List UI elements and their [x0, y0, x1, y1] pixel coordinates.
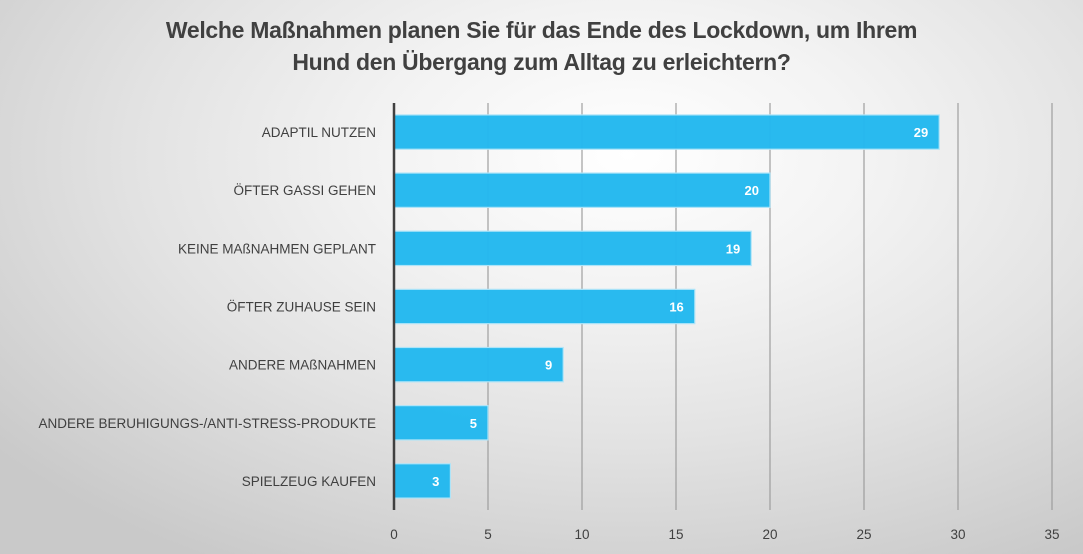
bar — [393, 346, 564, 383]
bar — [393, 288, 696, 325]
data-labels: 29 20 19 16 9 5 3 — [432, 125, 928, 489]
category-label: ANDERE BERUHIGUNGS-/ANTI-STRESS-PRODUKTE — [38, 416, 376, 431]
data-label: 29 — [914, 125, 928, 140]
x-tick-labels: 0 5 10 15 20 25 30 35 — [390, 527, 1059, 542]
chart-title-line-1: Welche Maßnahmen planen Sie für das Ende… — [165, 17, 918, 43]
category-label: ÖFTER GASSI GEHEN — [233, 183, 376, 198]
x-tick-label: 15 — [668, 527, 683, 542]
bar — [393, 463, 452, 499]
category-labels: ADAPTIL NUTZEN ÖFTER GASSI GEHEN KEINE MAß… — [38, 125, 376, 489]
bar — [393, 230, 752, 267]
x-tick-label: 30 — [950, 527, 965, 542]
category-label: KEINE MAßNAHMEN GEPLANT — [178, 241, 376, 256]
chart-title-line-2: Hund den Übergang zum Alltag zu erleicht… — [292, 49, 791, 75]
data-label: 19 — [726, 241, 740, 256]
data-label: 9 — [545, 358, 552, 373]
data-label: 20 — [745, 183, 759, 198]
x-tick-label: 10 — [574, 527, 589, 542]
category-label: SPIELZEUG KAUFEN — [242, 474, 376, 489]
x-tick-label: 20 — [762, 527, 777, 542]
bar — [393, 172, 771, 208]
category-label: ÖFTER ZUHAUSE SEIN — [227, 300, 376, 315]
bar — [393, 405, 489, 441]
x-tick-label: 0 — [390, 527, 398, 542]
bar — [393, 114, 940, 150]
x-tick-label: 25 — [856, 527, 871, 542]
chart-title: Welche Maßnahmen planen Sie für das Ende… — [0, 14, 1083, 78]
bars — [393, 114, 940, 499]
x-tick-label: 5 — [484, 527, 492, 542]
x-tick-label: 35 — [1044, 527, 1059, 542]
data-label: 5 — [470, 416, 477, 431]
category-label: ADAPTIL NUTZEN — [262, 125, 376, 140]
data-label: 16 — [669, 300, 683, 315]
data-label: 3 — [432, 474, 439, 489]
category-label: ANDERE MAßNAHMEN — [229, 358, 376, 373]
